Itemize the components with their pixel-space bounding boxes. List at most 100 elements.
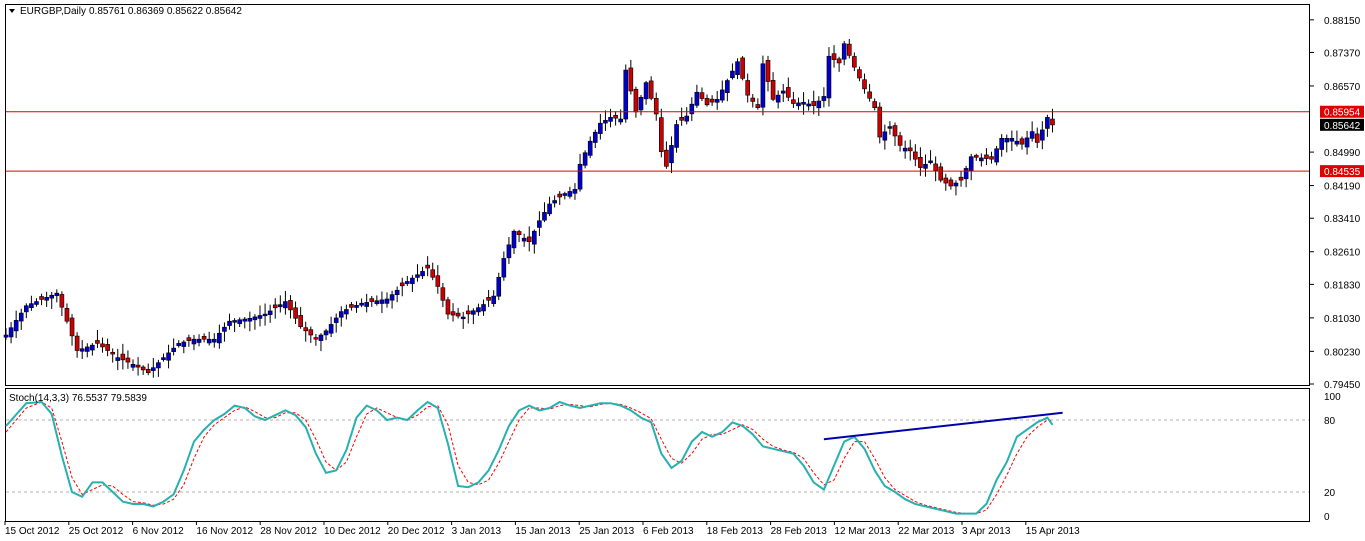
candle-body [897,135,903,146]
candle-body [465,310,471,315]
candle-body [34,301,39,305]
candle-body [526,236,532,242]
candle-body [811,101,817,106]
candle-body [521,237,527,242]
candle-body [963,168,969,180]
candle-body [709,98,715,103]
candle-body [831,53,837,60]
candle-body [405,281,410,284]
candle-body [867,91,872,99]
candle-body [770,80,776,100]
candle-body [49,294,55,299]
candle-body [247,317,253,322]
candle-body [643,82,649,100]
time-tick-label: 25 Oct 2012 [69,526,124,537]
candle-body [791,99,796,104]
price-tick-label: 0.79450 [1324,380,1361,391]
candle-body [435,275,441,287]
candle-body [1040,129,1045,141]
candle-body [826,55,832,99]
candle-body [796,102,801,107]
dropdown-triangle-icon[interactable] [9,9,15,13]
time-tick-label: 3 Apr 2013 [962,526,1011,537]
candle-body [298,315,303,327]
time-tick-label: 18 Feb 2013 [707,526,764,537]
candle-body [740,57,745,79]
time-tick-label: 22 Mar 2013 [898,526,955,537]
candle-body [181,341,187,347]
candle-body [679,117,684,121]
candle-body [120,353,126,361]
symbol-label: EURGBP,Daily [20,6,86,17]
candle-body [359,302,364,306]
candle-body [714,99,720,103]
candle-body [628,67,634,92]
candle-body [618,118,623,123]
candle-body [872,101,877,109]
candle-body [587,140,593,156]
candle-body [623,69,629,120]
candle-body [1004,137,1010,143]
candle-body [3,334,9,338]
candle-body [542,212,547,221]
candle-body [984,154,989,159]
candle-body [973,155,979,158]
candle-body [735,61,740,76]
candle-body [938,166,944,181]
candle-body [344,309,349,315]
candle-body [501,258,507,278]
candle-body [115,357,121,361]
candle-body [267,310,273,316]
ohlc-label: 0.85761 0.86369 0.85622 0.85642 [89,6,242,17]
candle-body [877,106,883,138]
candle-body [333,317,339,323]
candle-body [166,352,171,361]
stoch-tick-label: 0 [1324,512,1330,523]
price-tag-label: 0.85954 [1324,108,1361,119]
candle-body [760,63,766,108]
candle-body [156,362,161,369]
candle-body [699,92,705,99]
candle-body [567,191,573,197]
candle-body [308,329,314,336]
candle-body [1034,133,1040,143]
candle-body [130,364,136,368]
candle-body [836,58,842,64]
candle-body [455,312,461,317]
candle-body [196,338,202,343]
stoch-axis: 100 80 20 0 [1324,392,1341,523]
time-tick-label: 28 Nov 2012 [260,526,317,537]
candle-body [252,316,258,321]
candle-body [943,177,949,184]
current-price-label: 0.85642 [1324,121,1361,132]
divergence-trendline [823,411,1063,441]
candle-body [979,157,984,162]
candle-body [491,295,496,304]
price-tag [1320,165,1364,178]
candle-body [354,305,359,308]
candle-body [745,80,750,96]
candle-body [425,264,430,269]
candle-body [379,299,385,304]
candle-body [765,60,771,82]
candle-body [445,299,451,315]
candle-body [780,90,786,94]
price-tick-label: 0.81030 [1324,314,1361,325]
candle-body [557,193,563,198]
candle-body [105,344,110,351]
stoch-panel [5,388,1310,522]
candle-body [1019,138,1025,145]
candle-body [303,327,309,332]
candle-body [217,332,222,344]
candle-body [29,303,34,309]
candle-body [476,307,481,313]
candle-body [775,94,781,103]
candle-body [486,297,491,301]
candle-body [232,320,237,323]
candle-body [278,304,283,308]
candle-body [857,69,862,79]
candle-body [613,114,618,119]
candle-body [841,43,847,60]
candle-body [547,203,552,215]
